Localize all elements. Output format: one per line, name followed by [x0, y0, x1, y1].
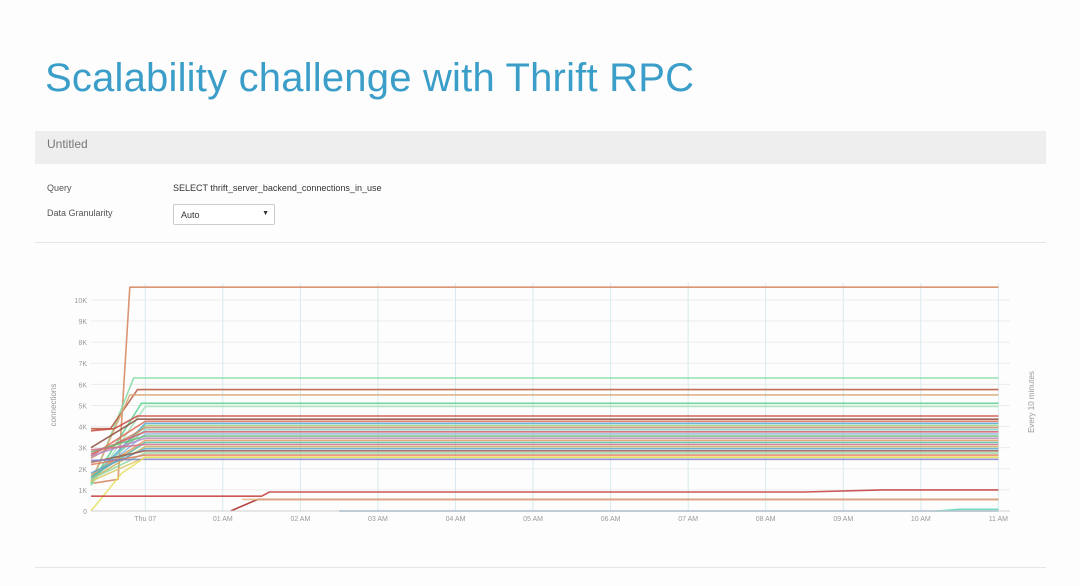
x-tick-label: 03 AM [368, 516, 388, 523]
divider-bottom [35, 567, 1046, 568]
x-tick-label: 05 AM [523, 516, 543, 523]
series-layer [90, 286, 999, 512]
panel-header: Untitled [35, 131, 1046, 164]
series-line[interactable] [90, 418, 999, 449]
series-line[interactable] [90, 456, 999, 483]
series-line[interactable] [90, 420, 999, 457]
series-line[interactable] [91, 489, 999, 498]
series-line[interactable] [936, 508, 999, 512]
y-tick-label: 4K [78, 425, 87, 432]
series-line[interactable] [90, 445, 999, 480]
y-tick-label: 10K [75, 298, 88, 305]
axis-layer: 0 1K 2K 3K 4K 5K 6K 7K 8K 9K 10K Thu 07 01 AM 02 AM 03… [75, 298, 1010, 523]
series-line[interactable] [90, 437, 999, 457]
series-line[interactable] [90, 435, 999, 453]
series-line[interactable] [90, 458, 999, 462]
y-tick-label: 2K [78, 467, 87, 474]
x-tick-label: 01 AM [213, 516, 233, 523]
y-tick-label: 8K [78, 340, 87, 347]
y-tick-label: 6K [78, 382, 87, 389]
series-line[interactable] [90, 449, 999, 464]
series-line[interactable] [90, 452, 999, 481]
slide-title: Scalability challenge with Thrift RPC [45, 56, 695, 100]
x-tick-label: 07 AM [678, 516, 698, 523]
x-tick-label: 02 AM [290, 516, 310, 523]
x-tick-label: 09 AM [833, 516, 853, 523]
y-tick-label: 5K [78, 403, 87, 410]
series-line[interactable] [90, 447, 999, 474]
series-line[interactable] [90, 454, 999, 466]
y-tick-label: 1K [78, 488, 87, 495]
x-tick-label: 11 AM [989, 516, 1008, 523]
series-line[interactable] [90, 456, 999, 512]
y-axis-label: connections [49, 384, 58, 427]
divider-top [35, 242, 1046, 243]
series-line[interactable] [90, 443, 999, 451]
chevron-down-icon: ▼ [262, 210, 269, 217]
granularity-label: Data Granularity [47, 208, 113, 218]
query-value: SELECT thrift_server_backend_connections… [173, 183, 382, 193]
x-tick-label: Thu 07 [134, 516, 156, 523]
granularity-select-value: Auto [181, 210, 200, 220]
series-line[interactable] [90, 286, 999, 485]
x-tick-label: 08 AM [756, 516, 776, 523]
y-tick-label: 7K [78, 361, 87, 368]
series-line[interactable] [90, 415, 999, 432]
x-tick-label: 10 AM [911, 516, 931, 523]
panel-title[interactable]: Untitled [47, 137, 88, 151]
series-line[interactable] [90, 402, 999, 485]
y-tick-label: 0 [83, 509, 87, 516]
y-tick-label: 9K [78, 319, 87, 326]
granularity-select[interactable]: Auto ▼ [173, 204, 275, 225]
y-tick-label: 3K [78, 446, 87, 453]
grid-layer [91, 283, 1010, 512]
x-tick-label: 06 AM [601, 516, 621, 523]
query-label: Query [47, 183, 72, 193]
right-axis-label: Every 10 minutes [1027, 371, 1036, 433]
x-tick-label: 04 AM [446, 516, 466, 523]
series-line[interactable] [230, 498, 999, 512]
series-line[interactable] [90, 439, 999, 476]
